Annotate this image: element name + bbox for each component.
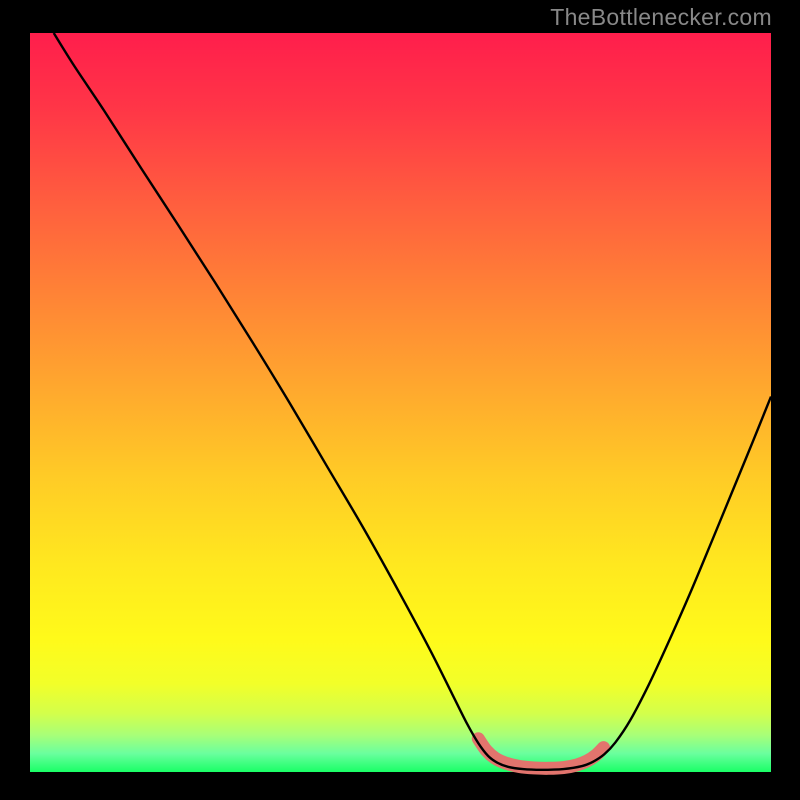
watermark-text: TheBottlenecker.com	[550, 4, 772, 31]
chart-svg	[30, 33, 771, 772]
chart-frame: TheBottlenecker.com	[0, 0, 800, 800]
plot-area	[30, 33, 771, 772]
